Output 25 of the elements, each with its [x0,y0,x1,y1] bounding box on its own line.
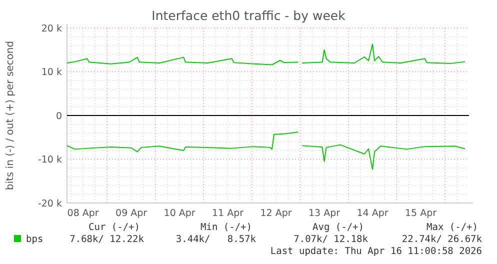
x-tick-label: 15 Apr [404,208,437,219]
text: 22.74k/ 26.67k [402,234,482,245]
y-tick-label: 0 [56,110,62,122]
text: Min (-/+) [200,222,252,233]
x-tick-label: 13 Apr [308,208,340,219]
y-tick-label: -10 k [38,154,62,166]
y-tick-label: 10 k [41,67,62,78]
x-tick-label: 09 Apr [116,208,148,219]
chart-title: Interface eth0 traffic - by week [152,8,346,23]
text: Last update: Thu Apr 16 11:00:58 2026 [270,246,482,257]
text: 7.68k/ 12.22k [70,234,144,245]
text: Max (-/+) [426,222,478,233]
legend-label: bps [26,234,44,245]
text: 3.44k/ 8.57k [176,234,256,245]
y-axis-title: bits in (-) / out (+) per second [5,40,16,190]
x-tick-label: 12 Apr [260,208,292,219]
y-tick-label: 20 k [41,23,62,34]
text: 7.07k/ 12.18k [294,234,368,245]
text: Cur (-/+) [88,222,140,233]
x-tick-label: 08 Apr [67,208,99,219]
y-tick-label: -20 k [38,198,62,210]
x-tick-label: 14 Apr [356,208,388,219]
x-tick-label: 11 Apr [212,208,244,219]
x-tick-label: 10 Apr [164,208,196,219]
text: Avg (-/+) [312,222,364,233]
